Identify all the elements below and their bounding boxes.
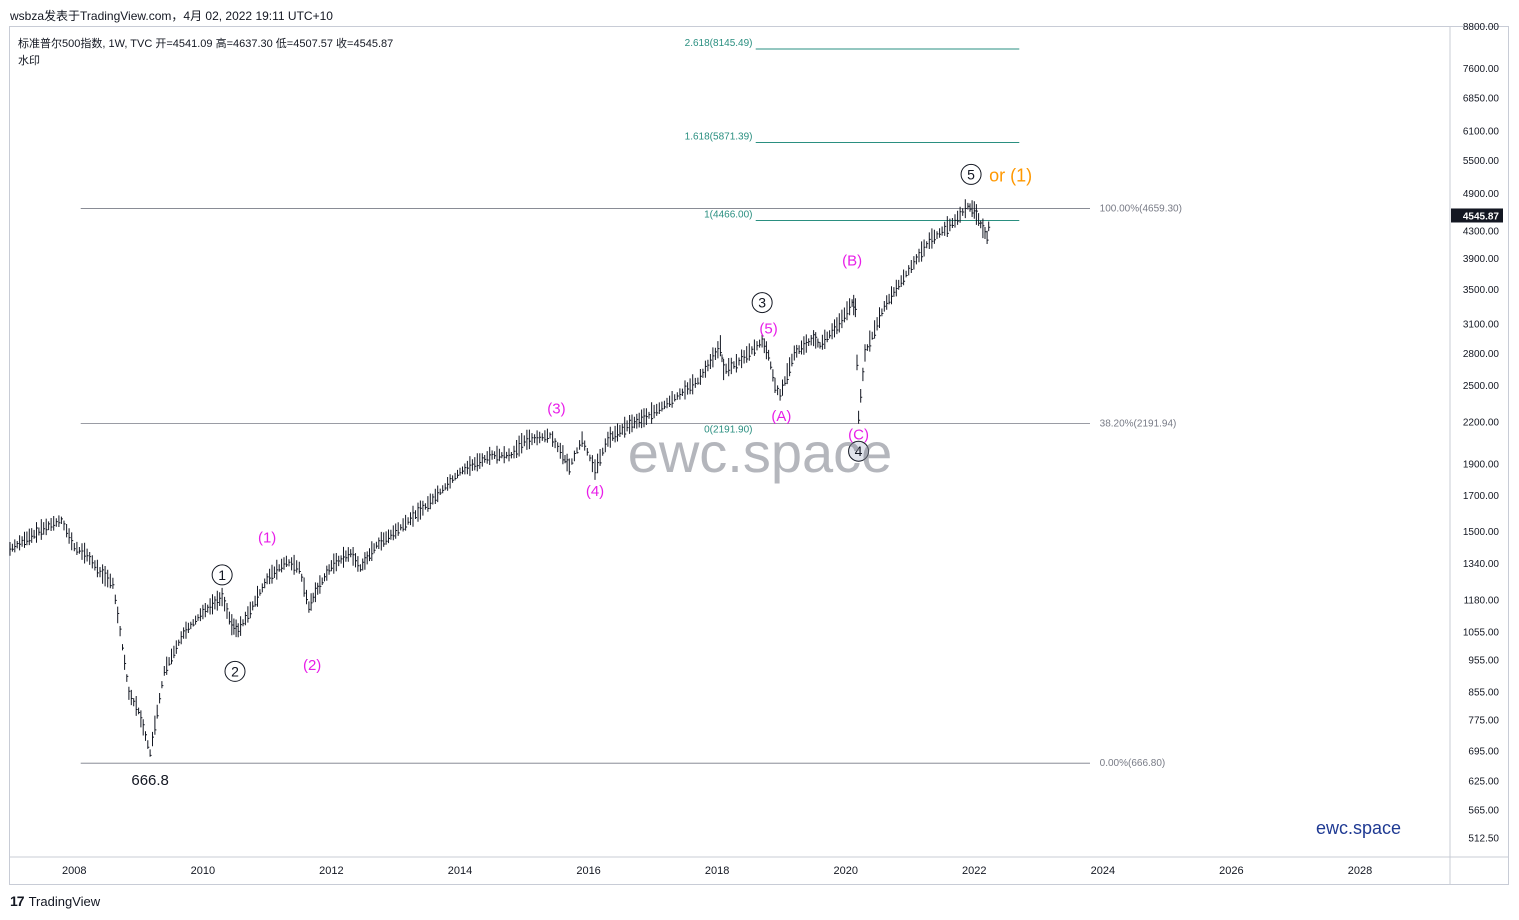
y-tick-label: 1180.00 bbox=[1464, 595, 1500, 606]
y-tick-label: 1500.00 bbox=[1463, 527, 1500, 538]
wave-label-2: 2 bbox=[231, 663, 239, 679]
y-tick-label: 5500.00 bbox=[1463, 156, 1500, 167]
x-tick-label: 2028 bbox=[1348, 865, 1372, 877]
tradingview-brand: TradingView bbox=[28, 893, 101, 909]
y-tick-label: 1055.00 bbox=[1463, 627, 1500, 638]
x-tick-label: 2022 bbox=[962, 865, 986, 877]
wave-circle-4[interactable] bbox=[848, 440, 870, 462]
y-tick-label: 2800.00 bbox=[1463, 349, 1500, 360]
y-tick-label: 775.00 bbox=[1468, 715, 1499, 726]
tradingview-logo-icon: 17 bbox=[10, 893, 25, 909]
last-price-badge bbox=[1451, 208, 1503, 223]
alt-wave-label: or (1) bbox=[989, 165, 1032, 185]
fib-retracement-label: 100.00%(4659.30) bbox=[1100, 203, 1182, 214]
wave-circle-2[interactable] bbox=[224, 660, 246, 682]
x-tick-label: 2020 bbox=[833, 865, 857, 877]
y-tick-label: 8800.00 bbox=[1463, 22, 1500, 33]
x-tick-label: 2024 bbox=[1091, 865, 1115, 877]
watermark-small: ewc.space bbox=[1316, 818, 1401, 838]
y-tick-label: 512.50 bbox=[1468, 833, 1499, 844]
y-tick-label: 955.00 bbox=[1468, 656, 1499, 667]
fib-extension-label: 2.618(8145.49) bbox=[685, 38, 753, 49]
watermark-legend[interactable]: 水印 bbox=[18, 55, 40, 67]
y-tick-label: 565.00 bbox=[1468, 805, 1499, 816]
y-tick-label: 1900.00 bbox=[1463, 459, 1500, 470]
last-price-label: 4545.87 bbox=[1463, 211, 1500, 222]
y-tick-label: 695.00 bbox=[1468, 746, 1499, 757]
fib-retracement-label: 0.00%(666.80) bbox=[1100, 758, 1166, 769]
chart-header: wsbza发表于TradingView.com，4月 02, 2022 19:1… bbox=[10, 9, 333, 23]
y-tick-label: 1340.00 bbox=[1463, 559, 1500, 570]
wave-label-1: 1 bbox=[218, 567, 226, 583]
y-tick-label: 3100.00 bbox=[1463, 320, 1500, 331]
y-tick-label: 6850.00 bbox=[1463, 93, 1500, 104]
x-tick-label: 2018 bbox=[705, 865, 729, 877]
y-tick-label: 3500.00 bbox=[1463, 285, 1500, 296]
wave-circle-5[interactable] bbox=[960, 163, 982, 185]
fib-extension-label: 0(2191.90) bbox=[704, 425, 752, 436]
y-tick-label: 625.00 bbox=[1468, 777, 1499, 788]
x-tick-label: 2016 bbox=[576, 865, 600, 877]
y-tick-label: 855.00 bbox=[1468, 687, 1499, 698]
wave-label-4: 4 bbox=[855, 443, 863, 459]
price-series[interactable] bbox=[9, 199, 991, 757]
low-value-label: 666.8 bbox=[131, 772, 169, 789]
watermark-big: ewc.space bbox=[628, 421, 893, 484]
x-tick-label: 2010 bbox=[191, 865, 215, 877]
symbol-legend[interactable]: 标准普尔500指数, 1W, TVC 开=4541.09 高=4637.30 低… bbox=[18, 38, 394, 50]
y-tick-label: 6100.00 bbox=[1463, 127, 1500, 138]
wave-label-5: 5 bbox=[967, 166, 975, 182]
minor-wave-label: (1) bbox=[258, 530, 276, 547]
minor-wave-label: (3) bbox=[547, 401, 565, 418]
minor-wave-label: (5) bbox=[759, 320, 777, 337]
wave-circle-3[interactable] bbox=[751, 292, 773, 314]
chart-frame bbox=[9, 26, 1509, 885]
y-tick-label: 3900.00 bbox=[1463, 254, 1500, 265]
wave-circle-1[interactable] bbox=[211, 564, 233, 586]
x-tick-label: 2014 bbox=[448, 865, 472, 877]
y-tick-label: 2200.00 bbox=[1463, 418, 1500, 429]
y-tick-label: 4300.00 bbox=[1463, 226, 1500, 237]
x-tick-label: 2026 bbox=[1219, 865, 1243, 877]
y-tick-label: 2500.00 bbox=[1463, 381, 1500, 392]
tradingview-footer[interactable]: 17 TradingView bbox=[10, 893, 100, 909]
minor-wave-label: (A) bbox=[771, 408, 791, 425]
wave-label-3: 3 bbox=[758, 295, 766, 311]
minor-wave-label: (C) bbox=[848, 426, 869, 443]
minor-wave-label: (B) bbox=[842, 253, 862, 270]
fib-extension-label: 1.618(5871.39) bbox=[685, 131, 753, 142]
y-tick-label: 7600.00 bbox=[1463, 64, 1500, 75]
x-tick-label: 2008 bbox=[62, 865, 86, 877]
fib-retracement-label: 38.20%(2191.94) bbox=[1100, 419, 1177, 430]
y-tick-label: 4900.00 bbox=[1463, 189, 1500, 200]
minor-wave-label: (2) bbox=[303, 657, 321, 674]
y-tick-label: 1700.00 bbox=[1463, 491, 1500, 502]
minor-wave-label: (4) bbox=[586, 483, 604, 500]
fib-extension-label: 1(4466.00) bbox=[704, 210, 752, 221]
x-tick-label: 2012 bbox=[319, 865, 343, 877]
